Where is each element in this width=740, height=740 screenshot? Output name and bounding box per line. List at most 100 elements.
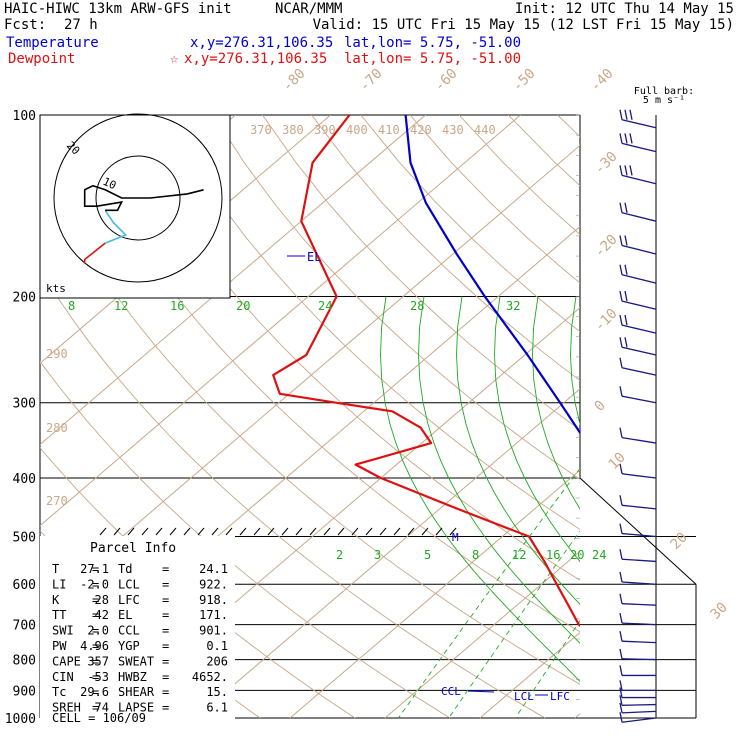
parcel-key: K xyxy=(52,593,60,607)
wind-barb-shaft xyxy=(621,603,657,606)
wind-barb-flag xyxy=(619,549,623,560)
parcel-equals: = xyxy=(162,608,169,622)
stable-layer-mark xyxy=(449,527,457,536)
dry-adiabat-line xyxy=(507,115,580,187)
wind-barb-flag xyxy=(624,133,628,144)
parcel-equals: = xyxy=(92,593,99,607)
wind-barb-flag xyxy=(619,463,623,474)
parcel-equals: = xyxy=(162,577,169,591)
parcel-key: TT xyxy=(52,608,66,622)
temperature-xy: x,y=276.31,106.35 xyxy=(190,35,333,51)
pressure-tick-label: 1000 xyxy=(5,712,36,727)
moist-adiabat-line xyxy=(418,296,580,644)
moist-adiabat-line xyxy=(532,296,580,510)
hodograph-frame xyxy=(39,114,231,299)
m-marker: M xyxy=(452,531,459,544)
fcst-value: 27 h xyxy=(64,17,98,33)
parcel-equals: = xyxy=(92,624,99,638)
mixing-ratio-label: 20 xyxy=(236,299,250,313)
parcel-value: 27.1 xyxy=(80,562,109,576)
stable-layer-mark xyxy=(253,527,261,536)
parcel-key: Tc xyxy=(52,685,66,699)
parcel-value: 901. xyxy=(199,624,228,638)
parcel-value: 28 xyxy=(95,593,109,607)
stable-layer-mark xyxy=(281,527,289,536)
wind-barb-shaft xyxy=(621,504,657,510)
wind-barb-flag xyxy=(619,495,623,506)
mixing-ratio-label: 8 xyxy=(472,548,479,562)
moist-adiabat-line xyxy=(456,296,580,606)
parcel-box-bg xyxy=(40,536,235,720)
parcel-equals: = xyxy=(92,654,99,668)
wind-barb-flag xyxy=(624,235,628,246)
wind-barb-shaft xyxy=(621,395,657,404)
wind-barb-flag xyxy=(619,290,623,302)
parcel-equals: = xyxy=(162,654,169,668)
wind-barb-shaft xyxy=(621,300,657,310)
wind-barb-flag xyxy=(619,133,623,144)
wind-barb-shaft xyxy=(621,717,657,723)
stable-layer-mark xyxy=(295,527,303,536)
dry-adiabat-line xyxy=(458,115,580,236)
dry-adiabat-line xyxy=(656,115,740,718)
isotherm-label: 20 xyxy=(668,530,691,553)
parcel-equals: = xyxy=(92,608,99,622)
hodograph-ring-label: 10 xyxy=(101,175,119,192)
dry-adiabat-line xyxy=(40,269,546,719)
mixing-ratio-line xyxy=(715,297,740,719)
stable-layer-mark xyxy=(267,527,275,536)
pressure-tick-label: 300 xyxy=(13,397,36,412)
init-time: Init: 12 UTC Thu 14 May 15 xyxy=(515,1,734,17)
isotherm-line xyxy=(574,713,580,719)
theta-e-label: 380 xyxy=(282,123,304,137)
wind-barb-flag xyxy=(619,687,623,698)
dry-adiabat-line xyxy=(262,115,580,431)
parcel-key: SWEAT xyxy=(118,654,154,668)
mixing-ratio-line xyxy=(638,297,740,719)
theta-e-label: 430 xyxy=(442,123,464,137)
theta-label: 280 xyxy=(46,421,68,435)
isotherm-label: -10 xyxy=(592,306,621,335)
fcst-label: Fcst: xyxy=(4,17,46,33)
stable-layer-mark xyxy=(407,527,415,536)
wind-barb-shaft xyxy=(621,703,657,706)
parcel-equals: = xyxy=(92,670,99,684)
mixing-ratio-label: 12 xyxy=(512,548,526,562)
parcel-equals: = xyxy=(92,562,99,576)
parcel-key: SWI xyxy=(52,624,74,638)
wind-barb-flag xyxy=(619,357,623,368)
wind-barb-shaft xyxy=(621,274,657,284)
wind-barb-flag xyxy=(619,612,623,624)
pressure-tick-label: 800 xyxy=(13,654,36,669)
wind-barbs xyxy=(619,109,657,723)
stable-layer-mark xyxy=(323,527,331,536)
stable-layer-mark xyxy=(197,527,205,536)
dry-adiabat-line xyxy=(40,167,580,685)
wind-barb-flag xyxy=(629,133,633,144)
wind-barb-flag xyxy=(619,523,623,534)
parcel-value: 4.96 xyxy=(80,639,109,653)
isotherm-label: 0 xyxy=(592,398,609,415)
stable-layer-mark xyxy=(337,527,345,536)
annotations: EL M CCL LCL LFC xyxy=(307,250,570,703)
stable-layer-mark xyxy=(435,527,443,536)
stable-layer-mark xyxy=(379,527,387,536)
wind-barb-flag xyxy=(624,109,628,120)
hodograph-ring-outer xyxy=(53,113,223,283)
parcel-equals: = xyxy=(162,670,169,684)
parcel-key: Td xyxy=(118,562,132,576)
wind-barb-flag xyxy=(629,109,633,120)
parcel-value: -53 xyxy=(87,670,109,684)
mixing-ratio-label: 24 xyxy=(318,299,332,313)
dry-adiabat-line xyxy=(311,115,580,382)
wind-barb-flag xyxy=(619,264,623,275)
parcel-value: 74 xyxy=(95,701,109,715)
stable-layer-mark xyxy=(169,527,177,536)
dewpoint-profile-line xyxy=(272,115,580,628)
parcel-value: 4652. xyxy=(192,670,228,684)
wind-barb-shaft xyxy=(621,174,657,185)
mixing-ratio-label: 28 xyxy=(410,299,424,313)
parcel-equals: = xyxy=(162,639,169,653)
parcel-value: 42 xyxy=(95,608,109,622)
wind-barb-shaft xyxy=(621,119,657,129)
